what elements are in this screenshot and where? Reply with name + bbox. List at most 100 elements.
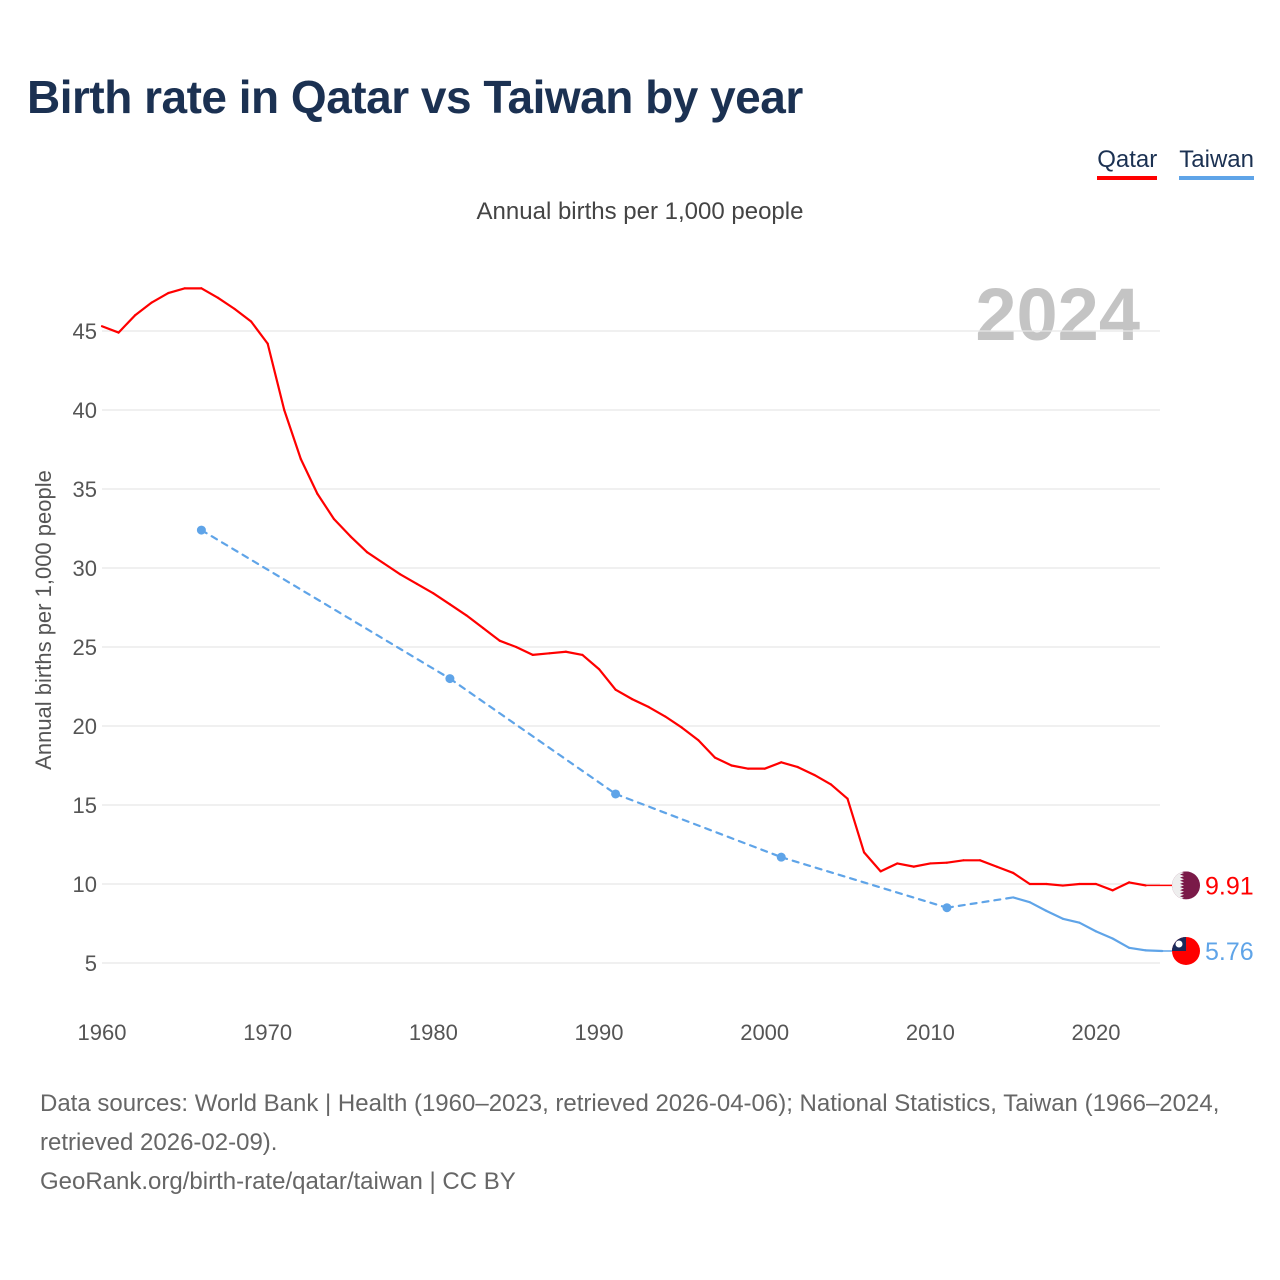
line-segment xyxy=(896,862,915,868)
data-point xyxy=(776,852,786,862)
x-tick-label: 1980 xyxy=(409,1020,458,1045)
line-segment xyxy=(1045,882,1064,887)
series-qatar xyxy=(100,287,1200,900)
y-tick-label: 30 xyxy=(73,556,97,581)
y-tick-label: 15 xyxy=(73,793,97,818)
line-segment xyxy=(399,573,418,585)
y-axis-label: Annual births per 1,000 people xyxy=(31,470,56,770)
line-segment xyxy=(978,859,998,868)
line-segment xyxy=(382,562,402,576)
line-segment xyxy=(432,592,452,606)
line-segment xyxy=(1061,882,1081,887)
end-value-label-qatar: 9.91 xyxy=(1205,872,1254,900)
line-segment xyxy=(365,551,385,565)
line-segment xyxy=(995,865,1015,875)
y-tick-label: 10 xyxy=(73,872,97,897)
chart-subtitle: Annual births per 1,000 people xyxy=(476,198,804,225)
line-segment xyxy=(548,650,567,655)
data-sources: Data sources: World Bank | Health (1960–… xyxy=(40,1090,1220,1156)
flag-sun xyxy=(1175,940,1183,948)
line-segment xyxy=(929,861,949,865)
line-segment xyxy=(829,783,849,800)
line-segment xyxy=(945,859,965,864)
line-segment xyxy=(1128,881,1147,887)
line-segment xyxy=(1111,937,1131,949)
footer: Data sources: World Bank | Health (1960–… xyxy=(40,1084,1250,1201)
line-segment xyxy=(945,896,1015,909)
line-segment xyxy=(134,301,153,317)
line-segment xyxy=(796,765,816,777)
y-tick-label: 35 xyxy=(73,477,97,502)
line-segment xyxy=(316,492,336,521)
legend-item-qatar[interactable]: Qatar xyxy=(1097,146,1158,180)
y-tick-label: 25 xyxy=(73,635,97,660)
line-segment xyxy=(200,287,220,299)
line-segment xyxy=(332,517,352,538)
line-segment xyxy=(1094,882,1114,892)
line-segment xyxy=(299,457,319,495)
x-tick-label: 1960 xyxy=(78,1020,127,1045)
line-segment xyxy=(564,650,584,657)
line-segment xyxy=(200,528,452,680)
line-segment xyxy=(233,307,253,323)
line-segment xyxy=(879,862,899,873)
data-point xyxy=(611,789,621,799)
line-segment xyxy=(349,535,369,554)
line-segment xyxy=(283,408,302,461)
taiwan-flag-icon xyxy=(1172,936,1200,965)
line-segment xyxy=(1028,901,1048,912)
line-segment xyxy=(1045,909,1064,920)
line-segment xyxy=(1012,896,1031,904)
line-segment xyxy=(846,797,866,854)
line-segment xyxy=(266,342,286,412)
data-point xyxy=(196,525,206,535)
line-segment xyxy=(415,582,435,595)
y-tick-label: 45 xyxy=(73,319,97,344)
line-segment xyxy=(912,862,932,868)
line-segment xyxy=(763,761,783,770)
line-segment xyxy=(780,856,949,909)
line-segment xyxy=(531,652,551,657)
line-segment xyxy=(631,698,650,709)
x-tick-label: 2020 xyxy=(1072,1020,1121,1045)
line-segment xyxy=(597,668,617,691)
line-segment xyxy=(498,639,518,649)
y-tick-label: 40 xyxy=(73,398,97,423)
line-segment xyxy=(581,653,601,671)
line-segment xyxy=(1012,871,1031,886)
y-tick-label: 5 xyxy=(85,951,97,976)
line-segment xyxy=(100,325,120,334)
data-point xyxy=(942,903,952,913)
line-segment xyxy=(614,792,783,859)
line-segment xyxy=(1061,917,1081,924)
data-point xyxy=(445,674,455,684)
legend: Qatar Taiwan xyxy=(1097,146,1254,180)
line-segment xyxy=(862,851,882,873)
line-segment xyxy=(216,296,236,310)
x-tick-label: 2000 xyxy=(740,1020,789,1045)
line-segment xyxy=(697,739,717,759)
y-tick-label: 20 xyxy=(73,714,97,739)
line-segment xyxy=(150,291,170,304)
line-segment xyxy=(167,287,186,295)
flag-serration xyxy=(1172,871,1184,900)
line-segment xyxy=(481,626,501,642)
line-segment xyxy=(448,603,468,617)
end-value-label-taiwan: 5.76 xyxy=(1205,938,1254,966)
line-segment xyxy=(117,314,137,334)
attribution[interactable]: GeoRank.org/birth-rate/qatar/taiwan | CC… xyxy=(40,1168,516,1195)
line-segment xyxy=(1078,921,1098,933)
x-tick-label: 2010 xyxy=(906,1020,955,1045)
year-label: 2024 xyxy=(975,273,1140,356)
line-segment xyxy=(515,645,534,657)
line-segment xyxy=(614,688,634,701)
line-segment xyxy=(680,726,700,742)
qatar-flag-icon xyxy=(1172,871,1200,900)
line-segment xyxy=(713,756,733,767)
line-segment xyxy=(1094,930,1114,940)
line-segment xyxy=(730,764,750,770)
legend-item-taiwan[interactable]: Taiwan xyxy=(1179,146,1254,180)
line-segment xyxy=(813,773,833,786)
